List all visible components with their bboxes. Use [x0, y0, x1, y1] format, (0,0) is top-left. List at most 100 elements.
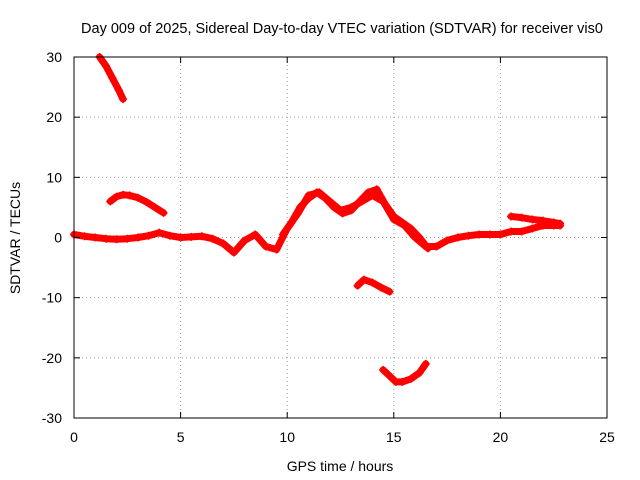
- data-point: [507, 212, 516, 221]
- data-point: [295, 203, 304, 212]
- data-point: [208, 234, 217, 243]
- data-point: [144, 231, 153, 240]
- data-point: [364, 188, 373, 197]
- data-point: [353, 281, 362, 290]
- data-point: [108, 74, 117, 83]
- data-point: [330, 203, 339, 212]
- series-late-upper: [507, 212, 565, 228]
- data-point: [304, 194, 313, 203]
- series-mid-negative: [353, 275, 394, 296]
- data-point: [406, 374, 415, 383]
- x-axis-label: GPS time / hours: [287, 458, 394, 474]
- series-band: [279, 185, 432, 252]
- series-layer: [70, 53, 565, 386]
- x-tick-label: 10: [279, 429, 295, 445]
- data-point: [251, 230, 260, 239]
- data-point: [406, 224, 415, 233]
- data-point: [517, 213, 526, 222]
- data-point: [507, 227, 516, 236]
- data-point: [398, 377, 407, 386]
- y-tick-label: 20: [46, 109, 62, 125]
- data-point: [278, 230, 287, 239]
- data-point: [176, 233, 185, 242]
- data-point: [112, 192, 121, 201]
- data-point: [91, 233, 100, 242]
- series-baseline-shadow: [278, 185, 432, 253]
- data-point: [368, 278, 377, 287]
- data-point: [385, 287, 394, 296]
- data-point: [496, 230, 505, 239]
- data-point: [539, 216, 548, 225]
- data-point: [379, 365, 388, 374]
- y-axis-label: SDTVAR / TECUs: [7, 182, 23, 294]
- series-low-arc: [379, 359, 430, 386]
- data-point: [114, 86, 123, 95]
- data-point: [549, 218, 558, 227]
- data-point: [151, 203, 160, 212]
- data-point: [485, 230, 494, 239]
- data-point: [338, 209, 347, 218]
- data-point: [125, 191, 134, 200]
- x-tick-label: 0: [70, 429, 78, 445]
- data-point: [517, 227, 526, 236]
- data-point: [187, 232, 196, 241]
- data-point: [347, 206, 356, 215]
- data-point: [398, 218, 407, 227]
- y-tick-label: 10: [46, 169, 62, 185]
- x-tick-label: 5: [177, 429, 185, 445]
- y-tick-label: -10: [42, 290, 62, 306]
- tick-layer: 0 5 10 15 20 25 -30 -20 -10 0 10 20 30: [42, 49, 615, 445]
- data-point: [80, 232, 89, 241]
- data-point: [372, 185, 381, 194]
- data-point: [556, 219, 565, 228]
- y-tick-label: 30: [46, 49, 62, 65]
- data-point: [240, 236, 249, 245]
- data-point: [229, 248, 238, 257]
- data-point: [377, 283, 386, 292]
- data-point: [421, 359, 430, 368]
- data-point: [142, 198, 151, 207]
- data-point: [359, 275, 368, 284]
- data-point: [106, 197, 115, 206]
- data-point: [165, 231, 174, 240]
- data-point: [287, 218, 296, 227]
- data-point: [197, 232, 206, 241]
- data-point: [133, 233, 142, 242]
- data-point: [355, 197, 364, 206]
- data-point: [415, 233, 424, 242]
- grid-layer: [74, 57, 607, 418]
- data-point: [112, 235, 121, 244]
- series-arc-top-left: [95, 53, 128, 104]
- data-point: [155, 228, 164, 237]
- y-tick-label: 0: [54, 230, 62, 246]
- data-point: [133, 193, 142, 202]
- data-point: [313, 188, 322, 197]
- y-tick-label: -20: [42, 350, 62, 366]
- data-point: [423, 244, 432, 253]
- data-point: [415, 368, 424, 377]
- data-point: [159, 208, 168, 217]
- data-point: [432, 242, 441, 251]
- data-point: [528, 215, 537, 224]
- data-point: [389, 212, 398, 221]
- data-point: [219, 239, 228, 248]
- data-point: [272, 245, 281, 254]
- x-tick-label: 20: [493, 429, 509, 445]
- series-band: [354, 276, 394, 296]
- data-point: [453, 233, 462, 242]
- data-point: [385, 371, 394, 380]
- data-point: [123, 234, 132, 243]
- data-point: [528, 224, 537, 233]
- series-arc-hump: [106, 190, 168, 217]
- y-tick-label: -30: [42, 410, 62, 426]
- data-point: [381, 200, 390, 209]
- chart-title: Day 009 of 2025, Sidereal Day-to-day VTE…: [81, 21, 603, 37]
- data-point: [101, 62, 110, 71]
- data-point: [443, 236, 452, 245]
- data-point: [475, 230, 484, 239]
- data-point: [101, 234, 110, 243]
- x-tick-label: 15: [386, 429, 402, 445]
- data-point: [321, 194, 330, 203]
- x-tick-label: 25: [599, 429, 615, 445]
